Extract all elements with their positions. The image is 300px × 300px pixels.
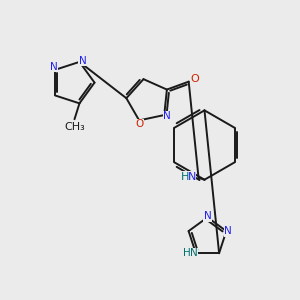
Text: N: N	[190, 248, 198, 258]
Text: O: O	[135, 119, 143, 129]
Text: N: N	[50, 62, 58, 72]
Text: N: N	[163, 111, 171, 121]
Text: N: N	[224, 226, 232, 236]
Text: H: H	[181, 172, 189, 182]
Text: N: N	[188, 172, 196, 182]
Text: CH₃: CH₃	[64, 122, 85, 132]
Text: H: H	[183, 248, 191, 258]
Text: N: N	[79, 56, 86, 66]
Text: N: N	[204, 212, 211, 221]
Text: O: O	[190, 74, 199, 84]
